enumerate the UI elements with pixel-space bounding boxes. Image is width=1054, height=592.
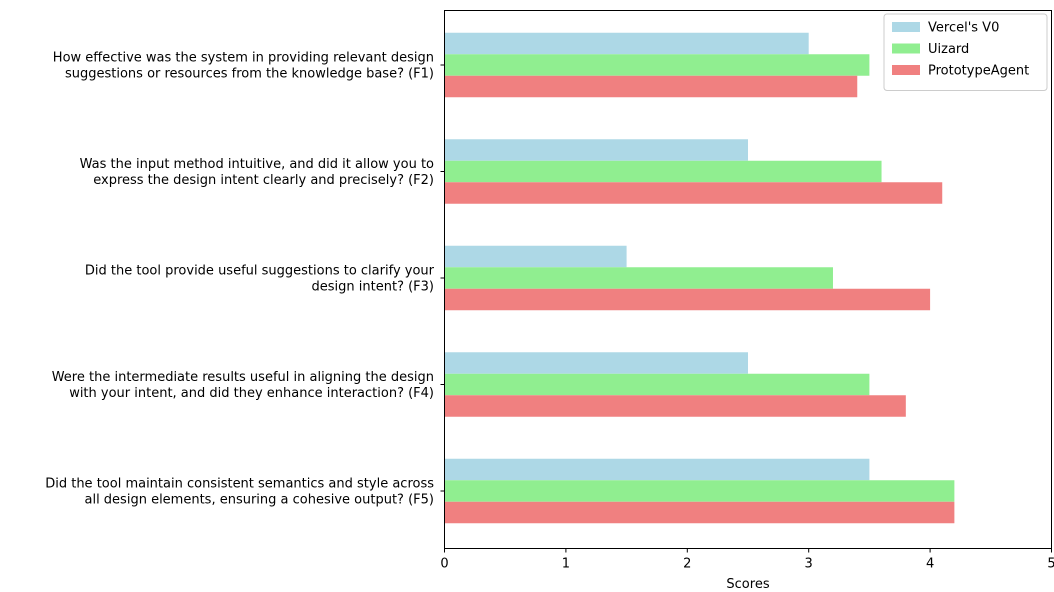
- y-tick-label: suggestions or resources from the knowle…: [65, 67, 434, 82]
- x-axis-ticks: 0 1 2 3 4 5: [440, 548, 1054, 572]
- bar-vercel-s-v0-f1: [444, 32, 809, 55]
- bar-uizard-f3: [444, 267, 833, 289]
- y-tick-label: Was the input method intuitive, and did …: [80, 157, 434, 172]
- bar-vercel-s-v0-f2: [444, 139, 748, 161]
- bar-prototypeagent-f1: [444, 75, 858, 98]
- y-tick-label: design intent? (F3): [312, 280, 434, 295]
- bar-uizard-f4: [444, 373, 870, 396]
- bar-uizard-f5: [444, 480, 955, 502]
- x-tick-label: 5: [1047, 557, 1054, 572]
- x-tick-label: 3: [805, 557, 813, 572]
- x-tick-label: 4: [926, 557, 934, 572]
- bar-prototypeagent-f3: [444, 288, 931, 311]
- x-tick-label: 2: [683, 557, 691, 572]
- bar-vercel-s-v0-f5: [444, 458, 870, 481]
- x-tick-label: 1: [562, 557, 570, 572]
- legend-box: [883, 13, 1048, 91]
- y-tick-label: Were the intermediate results useful in …: [52, 370, 434, 385]
- bar-vercel-s-v0-f3: [444, 245, 627, 268]
- y-tick-label: Did the tool provide useful suggestions …: [85, 264, 435, 279]
- plot-area-frame: [444, 10, 1052, 549]
- y-tick-label: express the design intent clearly and pr…: [93, 173, 434, 188]
- y-tick-label: all design elements, ensuring a cohesive…: [84, 493, 434, 508]
- legend-label: Vercel's V0: [928, 21, 999, 36]
- legend-swatch: [892, 43, 920, 54]
- x-tick-label: 0: [440, 557, 448, 572]
- bar-prototypeagent-f2: [444, 182, 943, 204]
- bar-uizard-f1: [444, 54, 870, 76]
- bar-prototypeagent-f4: [444, 395, 906, 417]
- legend-label: Uizard: [928, 42, 969, 57]
- bar-prototypeagent-f5: [444, 501, 955, 524]
- y-tick-label: How effective was the system in providin…: [53, 51, 434, 66]
- y-axis-ticks: How effective was the system in providin…: [45, 51, 445, 508]
- legend-swatch: [892, 65, 920, 75]
- legend-label: PrototypeAgent: [928, 64, 1029, 79]
- y-tick-label: Did the tool maintain consistent semanti…: [45, 477, 434, 492]
- bar-vercel-s-v0-f4: [444, 352, 748, 374]
- y-tick-label: with your intent, and did they enhance i…: [69, 386, 434, 401]
- x-axis-label: Scores: [726, 577, 769, 592]
- legend-swatch: [892, 22, 920, 32]
- bars-layer: [444, 32, 955, 524]
- bar-uizard-f2: [444, 160, 882, 183]
- legend: Vercel's V0 Uizard PrototypeAgent: [883, 13, 1048, 91]
